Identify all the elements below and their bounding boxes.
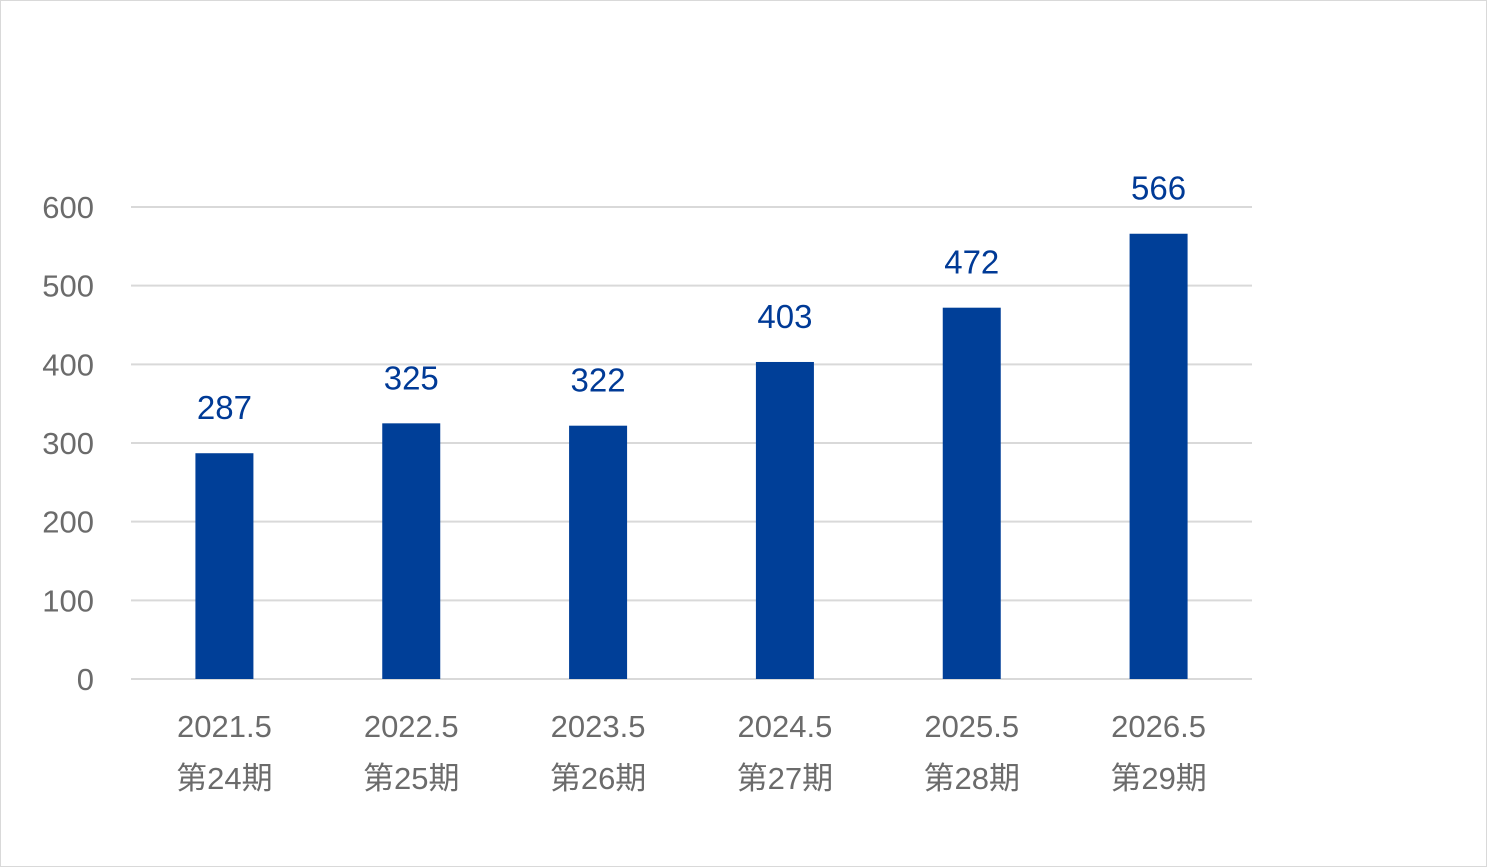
x-category-date-5: 2025.5: [924, 709, 1019, 744]
x-category-date-4: 2024.5: [738, 709, 833, 744]
y-axis-tick-labels: 0 100 200 300 400 500 600: [42, 190, 94, 697]
bars: [195, 233, 1188, 679]
bar-4: [755, 361, 814, 679]
data-label-4: 403: [757, 298, 812, 335]
y-tick-label-500: 500: [42, 269, 94, 304]
data-label-1: 287: [197, 389, 252, 426]
data-labels: 287 325 322 403 472 566: [197, 170, 1186, 426]
x-category-period-5: 第28期: [924, 761, 1020, 796]
x-axis-category-labels: 2021.5 第24期 2022.5 第25期 2023.5 第26期 2024.5 第27期…: [176, 709, 1207, 796]
y-tick-label-100: 100: [42, 583, 94, 618]
y-tick-label-600: 600: [42, 190, 94, 225]
data-label-5: 472: [944, 244, 999, 281]
y-tick-label-200: 200: [42, 505, 94, 540]
x-category-period-6: 第29期: [1110, 761, 1206, 796]
bar-2: [382, 423, 441, 679]
data-label-2: 325: [384, 359, 439, 396]
bar-5: [942, 307, 1001, 679]
y-tick-label-400: 400: [42, 347, 94, 382]
bar-1: [195, 453, 254, 679]
bar-3: [569, 425, 628, 679]
data-label-3: 322: [571, 362, 626, 399]
y-tick-label-300: 300: [42, 426, 94, 461]
data-label-6: 566: [1131, 170, 1186, 207]
x-category-period-2: 第25期: [363, 761, 459, 796]
x-category-period-4: 第27期: [737, 761, 833, 796]
gridlines: [131, 206, 1252, 680]
bar-6: [1129, 233, 1188, 679]
x-category-date-1: 2021.5: [177, 709, 272, 744]
x-category-date-2: 2022.5: [364, 709, 459, 744]
x-category-period-1: 第24期: [176, 761, 272, 796]
y-tick-label-0: 0: [77, 662, 94, 697]
x-category-period-3: 第26期: [550, 761, 646, 796]
x-category-date-3: 2023.5: [551, 709, 646, 744]
x-category-date-6: 2026.5: [1111, 709, 1206, 744]
